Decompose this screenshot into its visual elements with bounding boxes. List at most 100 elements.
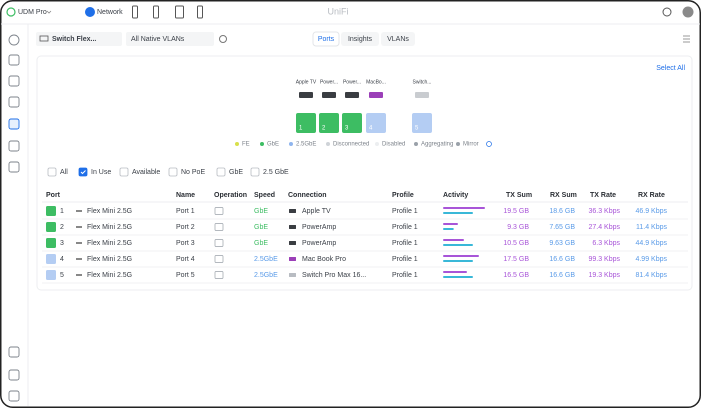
column-header[interactable]: Activity: [443, 192, 468, 199]
activity-rx-bar: [443, 260, 473, 262]
app-icon[interactable]: [85, 7, 95, 17]
port-speed: GbE: [254, 208, 268, 215]
filter-label[interactable]: GbE: [229, 169, 243, 176]
list-icon[interactable]: [683, 35, 690, 43]
sidebar-icon[interactable]: [8, 140, 20, 152]
device-icon[interactable]: [197, 5, 203, 19]
operation-icon[interactable]: [214, 255, 224, 263]
device-select-label[interactable]: Switch Flex...: [52, 36, 96, 43]
port-tile-number[interactable]: 1: [299, 126, 303, 132]
filter-checkbox[interactable]: [47, 167, 57, 177]
column-header[interactable]: Port: [46, 192, 61, 199]
port-name: Port 3: [176, 240, 195, 247]
tab[interactable]: [312, 31, 340, 47]
filter-label[interactable]: No PoE: [181, 169, 205, 176]
sidebar-icon[interactable]: [8, 346, 20, 358]
mirror-info-icon: [486, 141, 492, 147]
filter-checkbox[interactable]: [168, 167, 178, 177]
filter-checkbox[interactable]: [216, 167, 226, 177]
column-header[interactable]: TX Rate: [590, 192, 616, 199]
connection-icon: [289, 257, 296, 261]
port-name: Port 5: [176, 272, 195, 279]
legend-label: GbE: [267, 142, 279, 148]
port-number: 1: [60, 208, 64, 215]
operation-icon[interactable]: [214, 223, 224, 231]
port-status-icon[interactable]: [46, 222, 56, 232]
app-name[interactable]: Network: [97, 9, 123, 16]
port-tile[interactable]: [412, 113, 432, 133]
filter-checkbox[interactable]: [250, 167, 260, 177]
device-icon[interactable]: [132, 5, 138, 19]
settings-icon[interactable]: [219, 35, 227, 43]
column-header[interactable]: Operation: [214, 192, 247, 199]
port-profile[interactable]: Profile 1: [392, 208, 418, 215]
vlan-select[interactable]: [126, 32, 214, 46]
device-select[interactable]: [36, 32, 122, 46]
theme-toggle[interactable]: [662, 7, 672, 17]
filter-checkbox[interactable]: [119, 167, 129, 177]
column-header[interactable]: TX Sum: [506, 192, 532, 199]
port-profile[interactable]: Profile 1: [392, 240, 418, 247]
port-status-icon[interactable]: [46, 238, 56, 248]
tab-label[interactable]: Ports: [318, 36, 335, 43]
tab[interactable]: [341, 32, 379, 46]
connection-icon: [289, 225, 296, 229]
sidebar-icon[interactable]: [8, 34, 20, 46]
sidebar-icon[interactable]: [8, 75, 20, 87]
port-status-icon[interactable]: [46, 254, 56, 264]
column-header[interactable]: Connection: [288, 192, 327, 199]
port-profile[interactable]: Profile 1: [392, 272, 418, 279]
console-icon[interactable]: [6, 7, 16, 17]
sidebar-icon[interactable]: [8, 161, 20, 173]
select-all[interactable]: Select All: [656, 65, 685, 72]
port-tile[interactable]: [366, 113, 386, 133]
port-status-icon[interactable]: [46, 270, 56, 280]
port-profile[interactable]: Profile 1: [392, 256, 418, 263]
vlan-select-label[interactable]: All Native VLANs: [131, 36, 185, 43]
sidebar-icon[interactable]: [8, 54, 20, 66]
sidebar-icon[interactable]: [8, 369, 20, 381]
connection-name[interactable]: Switch Pro Max 16...: [302, 272, 366, 279]
column-header[interactable]: Name: [176, 192, 195, 199]
port-tile-number[interactable]: 5: [415, 126, 419, 132]
column-header[interactable]: RX Sum: [550, 192, 577, 199]
port-tile-number[interactable]: 2: [322, 126, 326, 132]
filter-checkbox[interactable]: [78, 167, 88, 177]
port-tile[interactable]: [296, 113, 316, 133]
operation-icon[interactable]: [214, 239, 224, 247]
legend-label: FE: [242, 142, 250, 148]
device-icon[interactable]: [153, 5, 159, 19]
console-name[interactable]: UDM Pro: [18, 9, 47, 16]
port-profile[interactable]: Profile 1: [392, 224, 418, 231]
connection-name[interactable]: Mac Book Pro: [302, 256, 346, 263]
sidebar-icon[interactable]: [8, 96, 20, 108]
sidebar-icon[interactable]: [8, 390, 20, 402]
port-tile[interactable]: [319, 113, 339, 133]
port-tile-number[interactable]: 3: [345, 126, 349, 132]
column-header[interactable]: RX Rate: [638, 192, 665, 199]
device-icon[interactable]: [175, 5, 184, 19]
port-number: 5: [60, 272, 64, 279]
user-avatar[interactable]: [682, 6, 694, 18]
filter-label[interactable]: Available: [132, 169, 160, 176]
filter-label[interactable]: 2.5 GbE: [263, 169, 289, 176]
port-tile-number[interactable]: 4: [369, 126, 373, 132]
tab-label[interactable]: VLANs: [387, 36, 409, 43]
connection-name[interactable]: Apple TV: [302, 208, 331, 215]
operation-icon[interactable]: [214, 271, 224, 279]
activity-rx-bar: [443, 228, 454, 230]
column-header[interactable]: Profile: [392, 192, 414, 199]
filter-label[interactable]: All: [60, 169, 68, 176]
sidebar-icon[interactable]: [8, 118, 20, 130]
connection-name[interactable]: PowerAmp: [302, 224, 336, 231]
tab-label[interactable]: Insights: [348, 36, 373, 43]
filter-label[interactable]: In Use: [91, 169, 111, 176]
port-device: Flex Mini 2.5G: [87, 240, 132, 247]
connection-name[interactable]: PowerAmp: [302, 240, 336, 247]
console-caret[interactable]: [46, 10, 52, 14]
column-header[interactable]: Speed: [254, 192, 275, 199]
port-tile[interactable]: [342, 113, 362, 133]
port-status-icon[interactable]: [46, 206, 56, 216]
operation-icon[interactable]: [214, 207, 224, 215]
tab[interactable]: [381, 32, 415, 46]
